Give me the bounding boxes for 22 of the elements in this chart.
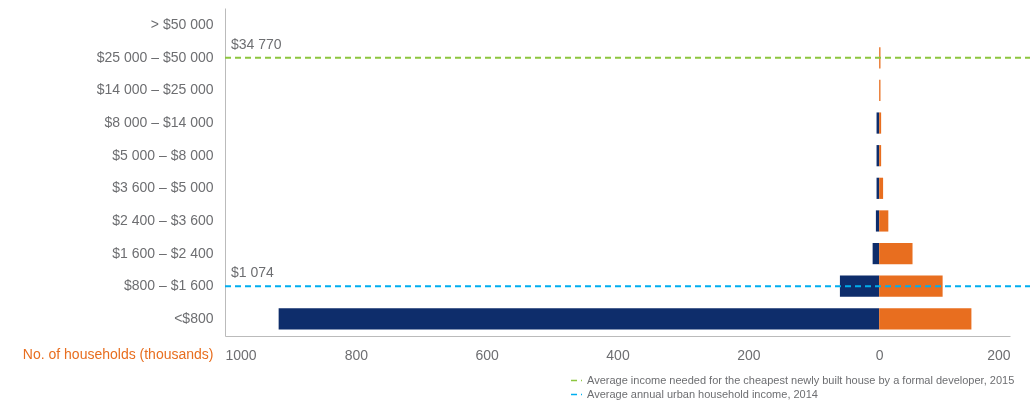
x-tick-label: 800 [344,346,369,363]
annotation: $1 074 [231,264,275,281]
x-tick-label: 1000 [225,346,257,363]
legend-label: Average income needed for the cheapest newly built house by a formal developer, 2015 [587,373,1015,386]
legend-label: Average annual urban household income, 2014 [587,387,818,400]
y-tick-label: $5 000 – $8 000 [112,146,214,163]
x-tick-label: 0 [875,346,884,363]
y-tick-label: $14 000 – $25 000 [96,81,214,98]
x-axis-title: No. of households (thousands) [22,345,214,362]
y-tick-label: > $50 000 [150,16,214,33]
y-tick-label: $2 400 – $3 600 [112,211,214,228]
y-tick-label: $800 – $1 600 [123,277,214,294]
x-tick-label: 400 [606,346,630,363]
x-tick-label: 200 [987,346,1011,363]
y-tick-label: $3 600 – $5 000 [112,179,214,196]
y-tick-label: $8 000 – $14 000 [104,114,214,131]
y-tick-label: $1 600 – $2 400 [112,244,214,261]
annotation: $34 770 [231,35,282,52]
x-tick-label: 600 [475,346,500,363]
x-tick-label: 200 [737,346,761,363]
y-tick-label: <$800 [174,309,214,326]
y-tick-label: $25 000 – $50 000 [96,48,214,65]
